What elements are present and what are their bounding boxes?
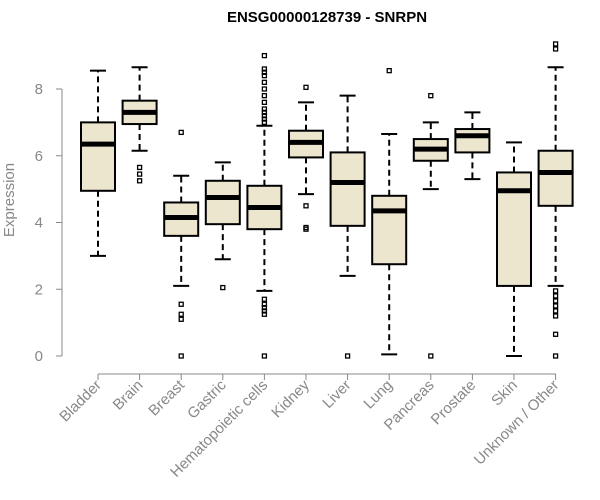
x-tick-label: Bladder — [56, 377, 105, 426]
outlier-point — [261, 73, 268, 79]
outlier-point — [261, 79, 268, 85]
outlier-point — [552, 303, 559, 309]
x-tick-label: Skin — [488, 377, 521, 410]
outlier-point — [552, 293, 559, 299]
outlier-point — [178, 301, 184, 307]
chart-title: ENSG00000128739 - SNRPN — [227, 9, 427, 26]
box-group-10 — [496, 141, 532, 357]
outlier-point — [303, 226, 309, 232]
box-group-1 — [121, 66, 158, 184]
box-group-3 — [204, 161, 241, 291]
x-tick-label: Prostate — [428, 377, 480, 429]
outlier-point — [552, 41, 559, 47]
box-iqr — [329, 151, 366, 227]
box-group-2 — [163, 129, 200, 359]
box-iqr — [80, 121, 116, 192]
box-group-4 — [246, 52, 283, 359]
y-axis-label: Expression — [1, 163, 18, 237]
box-group-9 — [454, 111, 491, 181]
boxes — [80, 41, 574, 359]
outlier-point — [220, 284, 226, 291]
y-ticks: 0 2 4 6 8 — [35, 81, 62, 365]
outlier-point — [261, 86, 268, 92]
outlier-point — [261, 69, 268, 75]
box-group-11 — [537, 41, 574, 359]
outlier-point — [552, 46, 559, 52]
y-tick-label: 2 — [35, 281, 43, 298]
outlier-point — [261, 66, 268, 72]
y-tick-label: 0 — [35, 348, 43, 365]
y-tick-label: 6 — [35, 148, 43, 165]
outlier-point — [261, 116, 268, 122]
outlier-point — [552, 288, 559, 294]
outlier-point — [178, 129, 184, 136]
x-tick-label: Breast — [145, 376, 188, 419]
outlier-point — [261, 301, 268, 307]
outlier-point — [261, 304, 268, 311]
x-tick-label: Liver — [319, 377, 354, 412]
box-group-6 — [329, 94, 366, 359]
box-iqr — [204, 179, 241, 226]
outlier-point — [428, 353, 434, 359]
outlier-point — [303, 203, 309, 209]
outlier-point — [552, 353, 559, 359]
outlier-point — [261, 119, 268, 126]
box-iqr — [454, 128, 491, 154]
box-iqr — [371, 194, 408, 266]
box-group-0 — [80, 69, 116, 257]
box-group-8 — [412, 93, 449, 359]
box-iqr — [537, 149, 574, 207]
outlier-point — [178, 311, 184, 317]
outlier-point — [261, 311, 268, 317]
outlier-point — [344, 353, 351, 359]
outlier-point — [261, 93, 268, 99]
outlier-point — [552, 331, 559, 337]
x-tick-label: Kidney — [268, 376, 313, 421]
outlier-point — [261, 308, 268, 314]
outlier-point — [261, 113, 268, 119]
outlier-point — [261, 109, 268, 116]
outlier-point — [386, 67, 392, 74]
outlier-point — [178, 353, 184, 359]
outlier-point — [261, 52, 268, 59]
x-tick-label: Brain — [110, 377, 147, 414]
outlier-point — [303, 84, 309, 90]
outlier-point — [552, 313, 559, 319]
outlier-point — [261, 296, 268, 302]
outlier-point — [552, 298, 559, 304]
outlier-point — [136, 164, 143, 171]
outlier-point — [261, 353, 268, 359]
outlier-point — [136, 171, 143, 177]
outlier-point — [136, 178, 143, 184]
y-tick-label: 4 — [35, 215, 43, 232]
outlier-point — [428, 93, 434, 99]
outlier-point — [261, 106, 268, 112]
box-group-5 — [288, 84, 324, 232]
x-tick-label: Lung — [360, 377, 396, 413]
outlier-point — [552, 308, 559, 314]
outlier-point — [178, 316, 184, 322]
box-group-7 — [371, 67, 408, 356]
outlier-point — [261, 99, 268, 105]
y-tick-label: 8 — [35, 81, 43, 98]
